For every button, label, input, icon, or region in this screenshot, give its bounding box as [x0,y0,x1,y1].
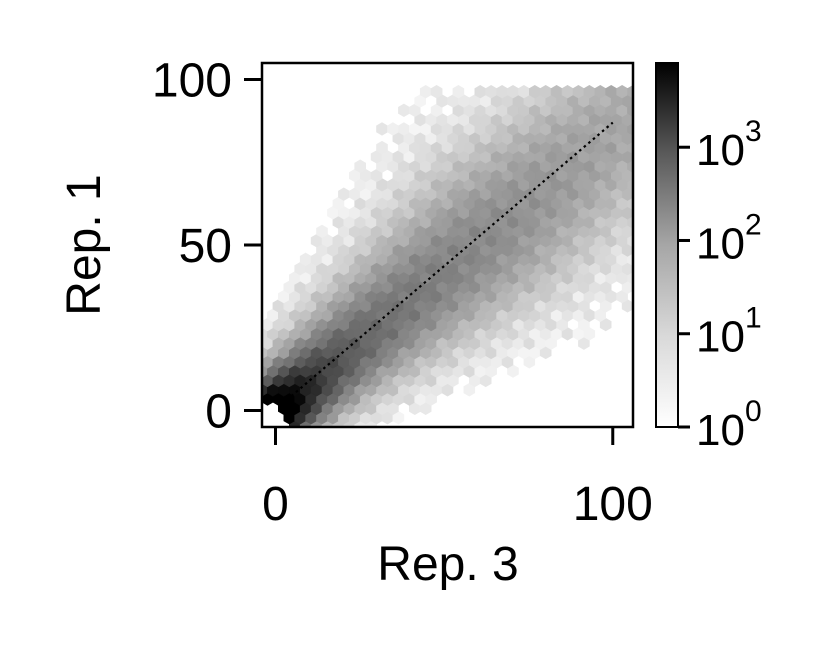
diagonal-reference-line [281,121,614,405]
hex-cell [644,151,655,164]
hex-cell [644,169,655,182]
hex-cell [638,141,649,154]
hex-cell [638,123,649,136]
hex-cell [632,97,633,105]
hex-cell [338,187,350,201]
hex-cell [644,95,655,108]
colorbar-tick-label: 103 [696,115,762,175]
hex-cell [518,85,530,99]
hex-cell [638,272,649,285]
hex-cell [638,104,649,117]
x-tick-label: 100 [573,478,653,531]
hex-cell [644,262,655,275]
hex-cell [572,85,585,99]
hex-cell [398,122,410,136]
hex-cell [550,85,563,99]
hex-cell [632,246,633,254]
hex-cell [430,85,443,99]
colorbar-tick-label: 100 [696,395,762,455]
hex-cell [376,122,388,136]
colorbar-tick-label: 101 [696,302,762,362]
hex-cell [638,179,649,192]
hex-cell [632,153,633,161]
x-axis: 0 100 [262,427,653,531]
colorbar-ticks: 100 101 102 103 [678,115,762,455]
hex-cell [632,190,633,198]
hex-cell [638,253,649,266]
hex-cell [507,85,519,99]
x-axis-label: Rep. 3 [377,538,518,591]
hex-cell [452,85,465,99]
hex-cell [496,85,508,99]
y-tick-label: 100 [152,55,232,108]
hex-cell [638,160,649,173]
hex-cell [644,225,655,238]
hex-cell [632,134,633,142]
hex-cell [644,188,655,201]
hex-cell [474,85,487,99]
hexbin-cells [262,85,655,427]
hex-cell [299,252,312,267]
colorbar [655,62,679,428]
hex-cell [398,103,410,117]
y-tick-label: 0 [205,385,232,438]
hex-cell [632,227,633,235]
hex-cell [632,116,633,124]
hex-cell [485,85,497,99]
hex-cell [627,85,633,99]
hex-cell [638,216,649,229]
y-axis-label: Rep. 1 [58,174,111,315]
hex-cell [316,224,328,239]
hex-cell [632,172,633,180]
hex-cell [638,197,649,210]
y-tick-label: 50 [179,220,232,273]
hex-cell [638,85,649,98]
hex-cell [594,85,607,99]
hex-cell [354,159,367,173]
x-tick-label: 0 [262,478,289,531]
hex-cell [632,209,633,217]
hex-cell [644,281,655,294]
hex-cell [616,85,628,99]
hex-cell [528,85,541,99]
hex-cell [561,85,574,99]
hex-cell [376,140,388,155]
y-axis: 0 50 100 [152,55,262,438]
hex-cell [644,244,655,257]
hex-cell [583,85,596,99]
hex-cell [644,132,655,145]
hex-cell [644,113,655,126]
hex-cell [638,234,649,247]
hex-cell [387,122,399,136]
hex-cell [605,85,618,99]
colorbar-tick-label: 102 [696,208,762,268]
hex-cell [644,206,655,219]
hex-cell [539,85,552,99]
hex-cell [419,85,432,99]
